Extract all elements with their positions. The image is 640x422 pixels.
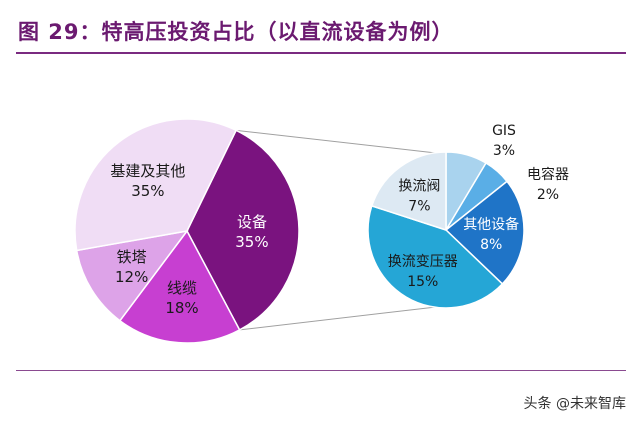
sub-slice-label-3: 换流变压器 bbox=[388, 253, 458, 270]
main-slice-0 bbox=[186, 129, 300, 331]
main-slice-3 bbox=[74, 118, 238, 252]
bottom-rule bbox=[16, 370, 626, 371]
watermark: 头条 @未来智库 bbox=[523, 396, 626, 412]
sub-slice-4 bbox=[370, 151, 447, 232]
sub-slice-label-1: 电容器 bbox=[527, 166, 569, 183]
sub-slice-3 bbox=[367, 204, 504, 309]
main-slice-label-0: 设备 bbox=[237, 213, 267, 231]
main-slice-value-3: 35% bbox=[131, 182, 164, 200]
sub-pie: GIS 3% 电容器 2% 其他设备 8% 换流变压器 15% 换流阀 7% bbox=[367, 123, 569, 309]
main-slice-1 bbox=[118, 229, 241, 344]
main-pie: 设备 35% 线缆 18% 铁塔 12% 基建及其他 35% bbox=[74, 118, 300, 344]
figure-title: 图 29：特高压投资占比（以直流设备为例） bbox=[18, 20, 454, 44]
sub-slice-value-4: 7% bbox=[408, 198, 430, 214]
main-slice-value-0: 35% bbox=[235, 233, 268, 251]
sub-slice-label-0: GIS bbox=[492, 123, 516, 139]
sub-slice-value-3: 15% bbox=[407, 274, 438, 290]
connector-lines bbox=[236, 129, 437, 331]
main-slice-value-1: 18% bbox=[165, 299, 198, 317]
sub-slice-label-4: 换流阀 bbox=[398, 177, 440, 194]
connector-line-bottom bbox=[239, 306, 437, 331]
main-slice-value-2: 12% bbox=[115, 268, 148, 286]
title-rule bbox=[16, 52, 626, 54]
connector-line-top bbox=[236, 129, 437, 154]
sub-slice-value-1: 2% bbox=[537, 187, 559, 203]
main-slice-label-2: 铁塔 bbox=[117, 248, 147, 266]
sub-slice-value-2: 8% bbox=[480, 237, 502, 253]
sub-slice-value-0: 3% bbox=[493, 143, 515, 159]
main-slice-label-1: 线缆 bbox=[167, 279, 197, 297]
sub-slice-label-2: 其他设备 bbox=[463, 216, 519, 233]
sub-slice-2 bbox=[444, 180, 525, 285]
main-slice-2 bbox=[75, 229, 189, 322]
main-slice-label-3: 基建及其他 bbox=[110, 162, 185, 180]
